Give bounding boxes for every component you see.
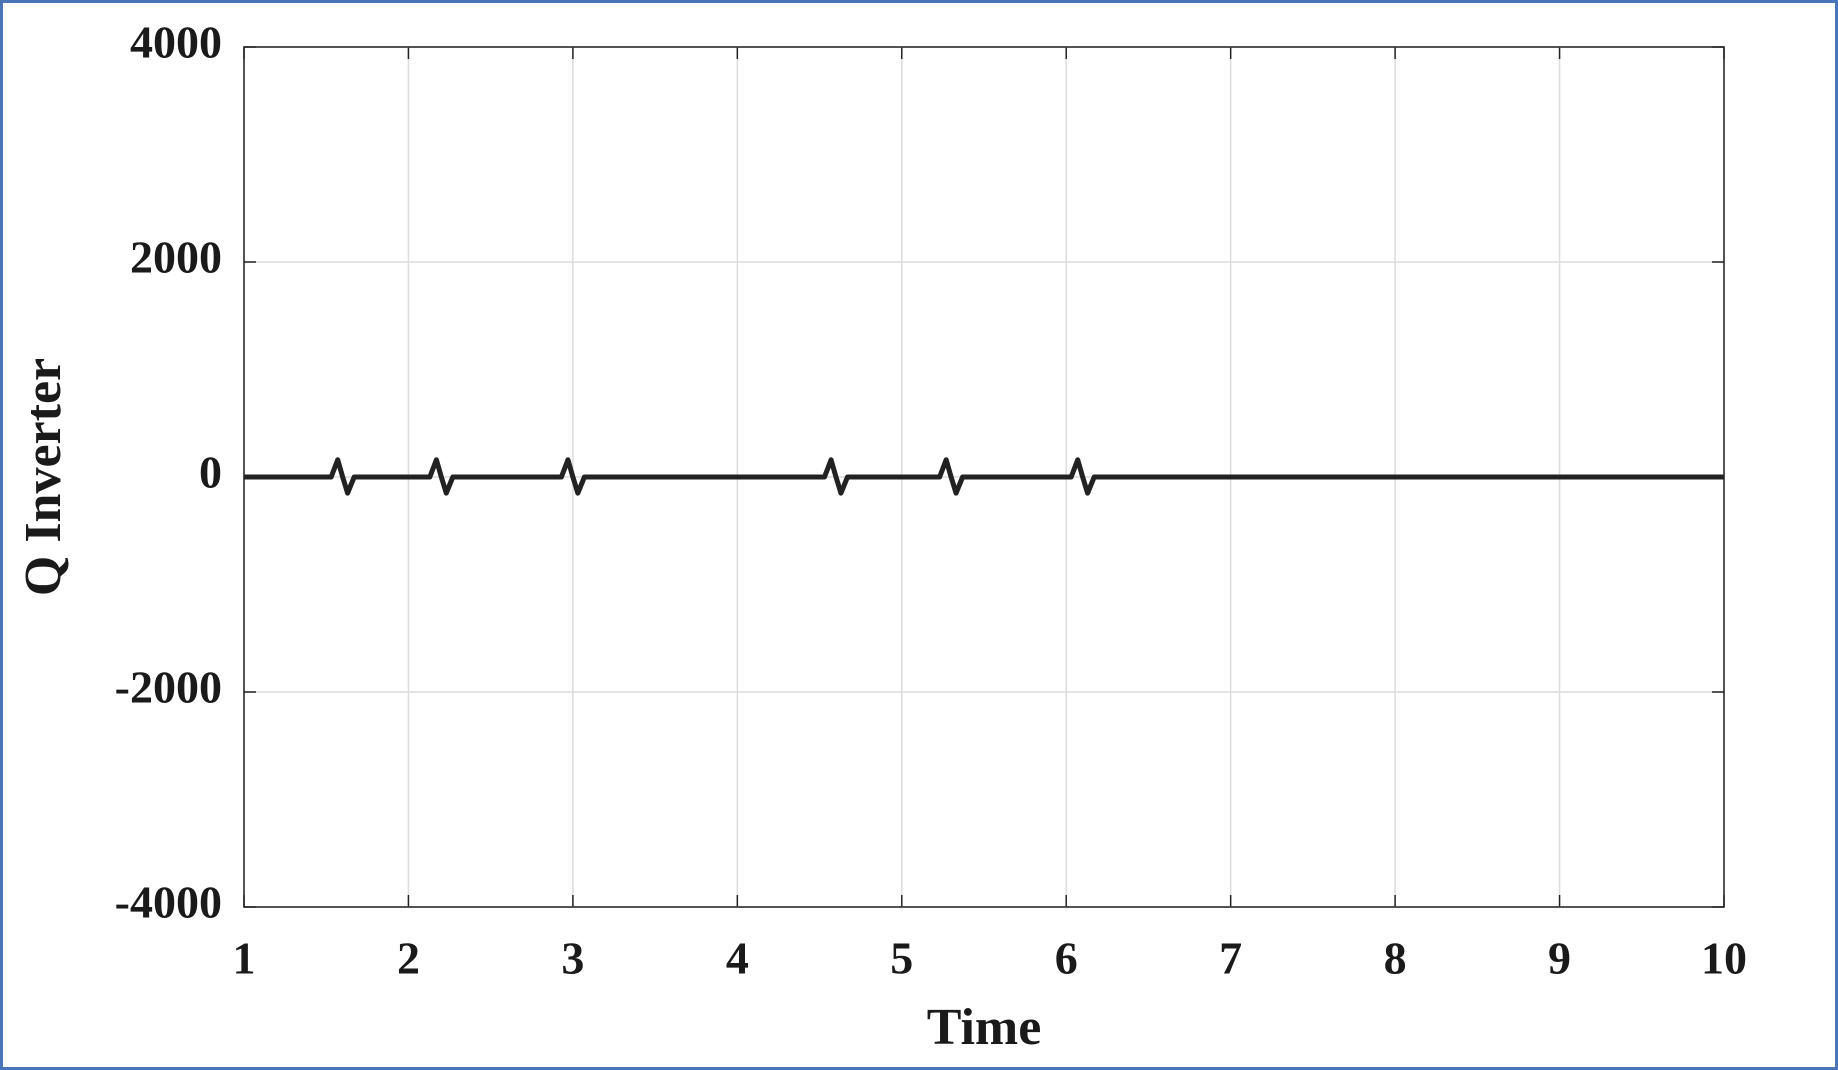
x-tick-label: 4 (726, 933, 749, 984)
y-tick-label: 4000 (130, 17, 222, 68)
x-tick-label: 2 (397, 933, 420, 984)
y-tick-label: 2000 (130, 232, 222, 283)
y-axis-label: Q Inverter (15, 358, 72, 596)
x-tick-label: 7 (1219, 933, 1242, 984)
y-tick-label: -4000 (115, 877, 222, 928)
x-tick-label: 1 (233, 933, 256, 984)
x-axis-label: Time (927, 999, 1042, 1056)
x-tick-label: 6 (1055, 933, 1078, 984)
data-line (244, 457, 1724, 496)
x-tick-label: 3 (561, 933, 584, 984)
y-tick-label: -2000 (115, 662, 222, 713)
x-tick-label: 5 (890, 933, 913, 984)
x-tick-label: 10 (1701, 933, 1747, 984)
x-tick-label: 9 (1548, 933, 1571, 984)
y-tick-label: 0 (199, 447, 222, 498)
x-tick-label: 8 (1384, 933, 1407, 984)
